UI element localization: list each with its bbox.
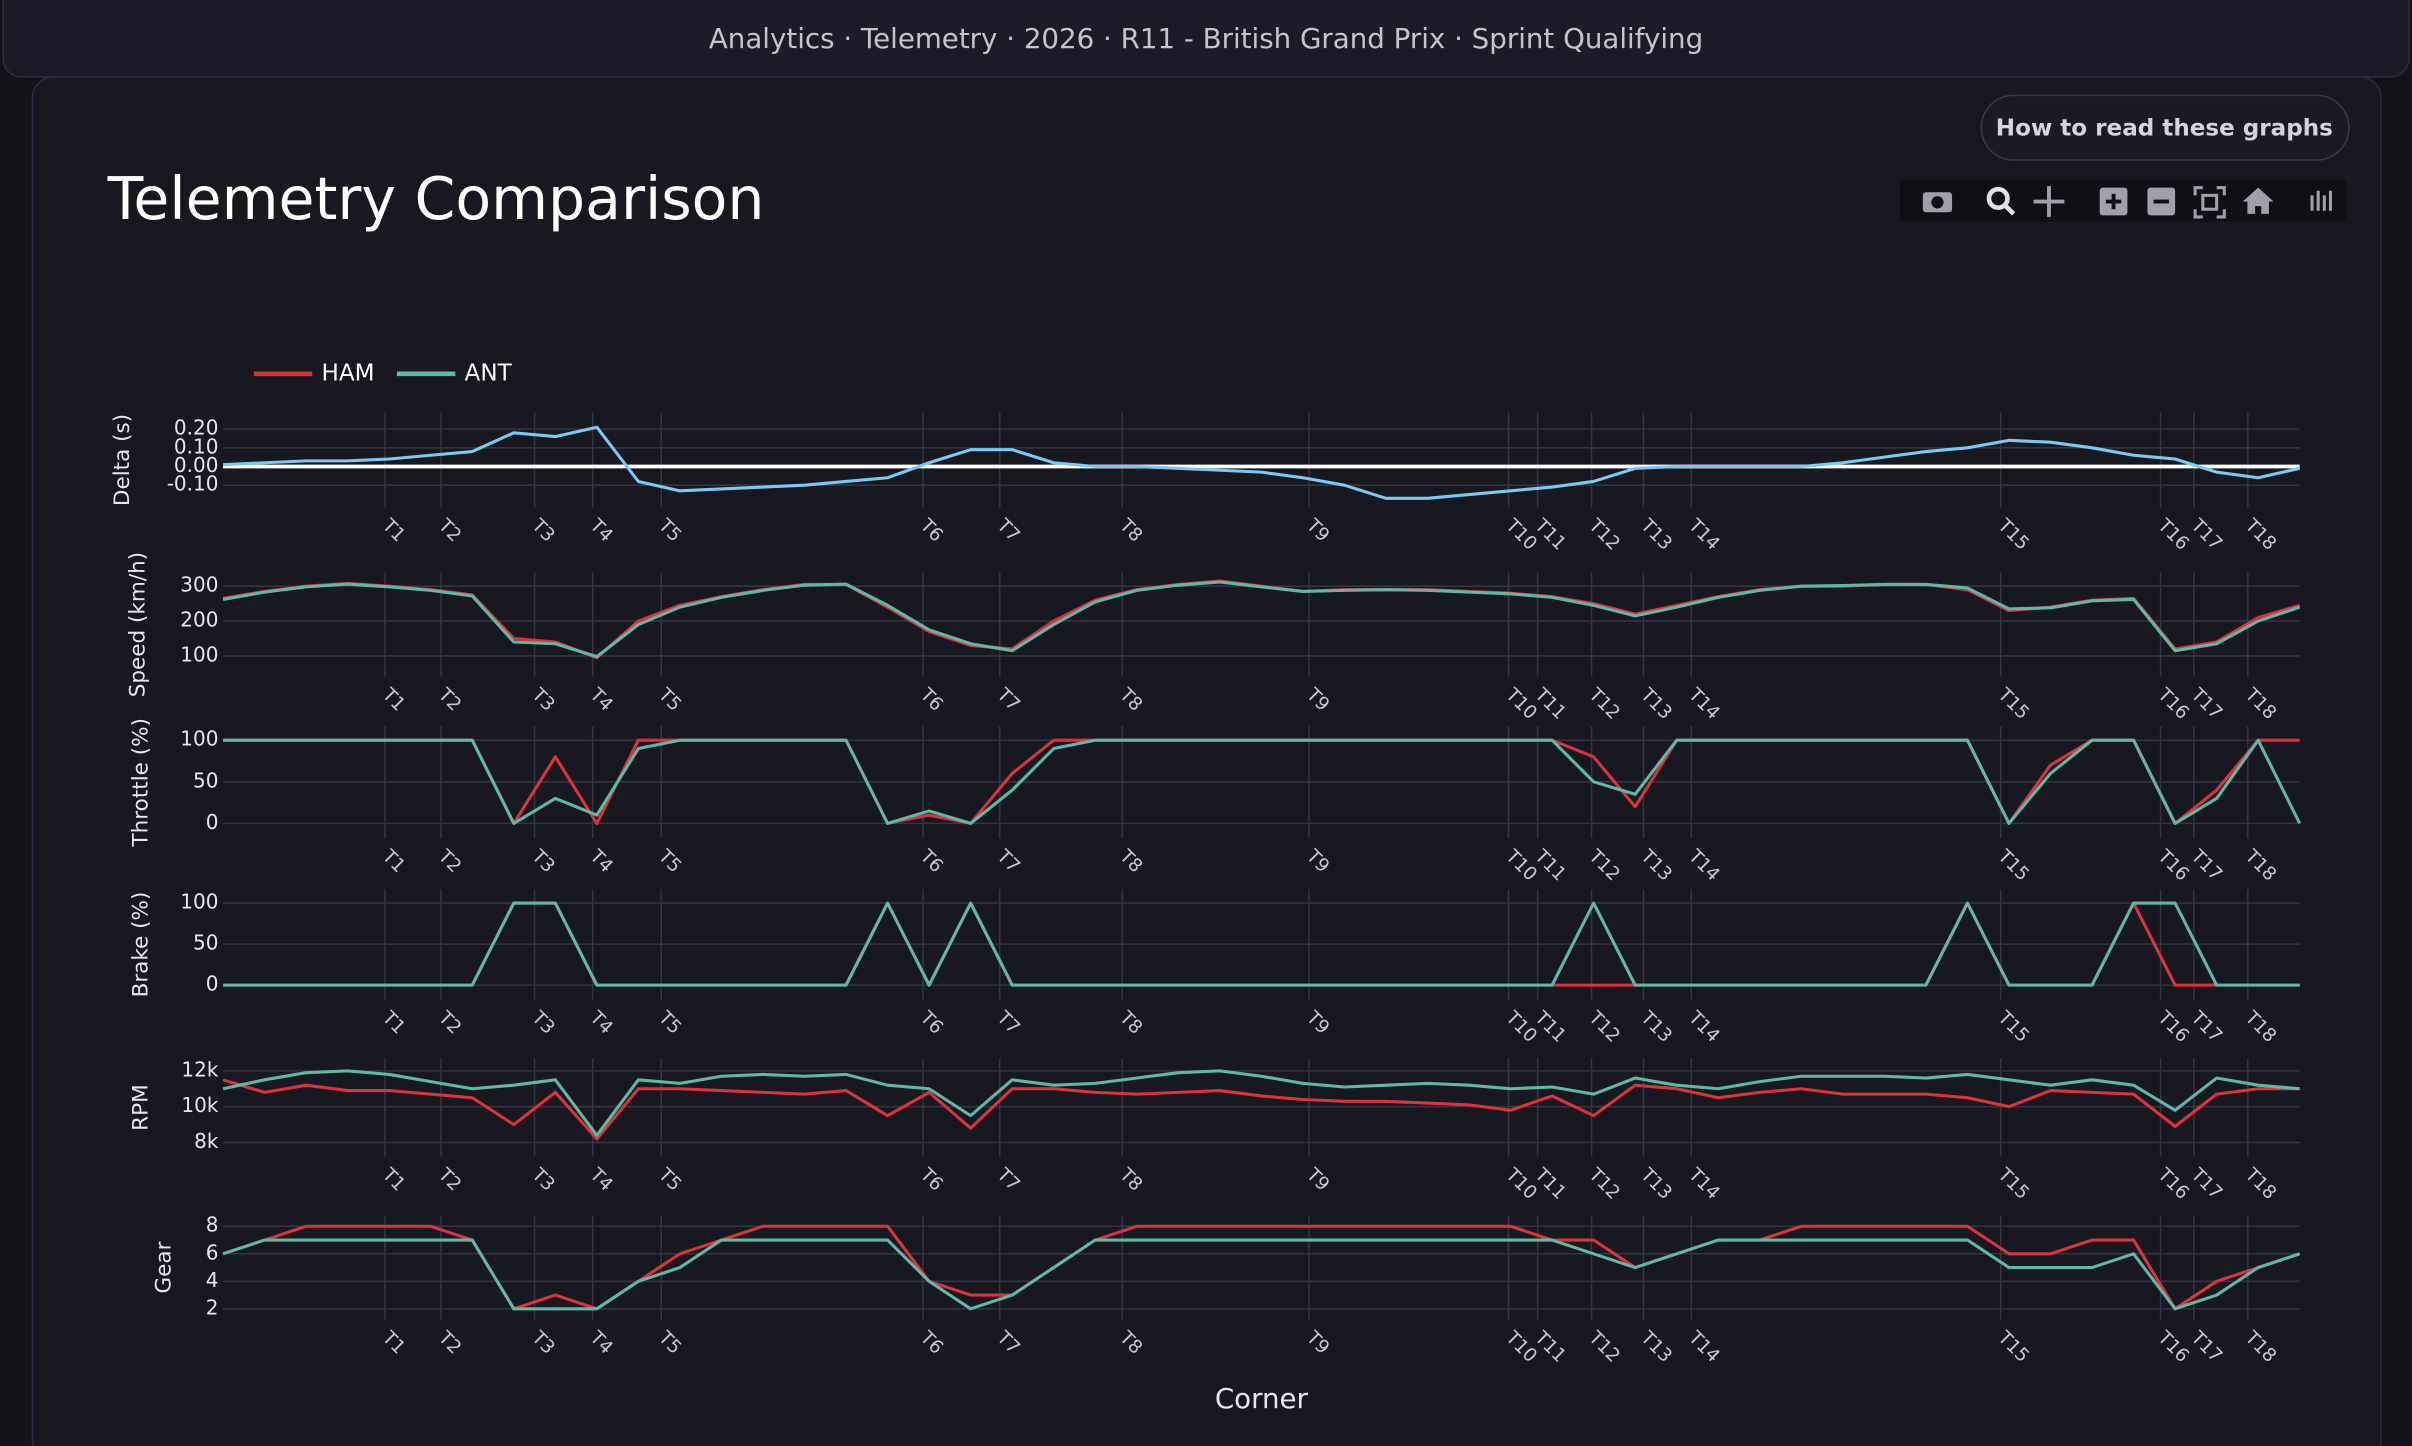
pan-icon[interactable] — [2033, 186, 2065, 217]
series-line — [222, 1078, 2300, 1141]
legend-label[interactable]: HAM — [321, 360, 374, 386]
breadcrumb: Analytics · Telemetry · 2026 · R11 - Bri… — [709, 22, 1703, 55]
series-line — [223, 901, 2300, 987]
help-button-label[interactable]: How to read these graphs — [1996, 116, 2333, 142]
y-axis-title: RPM — [129, 1084, 154, 1131]
series-line — [222, 580, 2301, 659]
y-tick-label: 0 — [206, 972, 219, 996]
y-tick-label: 200 — [180, 608, 218, 632]
zoom-icon[interactable] — [1986, 186, 2016, 216]
zoom-out-icon[interactable] — [2147, 187, 2176, 216]
y-axis-title: Throttle (%) — [129, 718, 154, 847]
y-tick-label: 2 — [206, 1295, 219, 1319]
y-tick-label: 100 — [180, 890, 218, 914]
y-tick-label: 0.10 — [174, 434, 219, 458]
legend: HAM ANT — [253, 360, 513, 386]
y-tick-label: 0.00 — [174, 453, 219, 477]
y-tick-label: 0 — [206, 810, 219, 834]
series-line — [222, 1224, 2301, 1311]
y-tick-label: 8k — [194, 1129, 219, 1153]
series-line — [222, 425, 2301, 500]
y-axis-title: Delta (s) — [110, 414, 135, 506]
y-tick-label: 4 — [206, 1268, 219, 1292]
y-axis-title: Speed (km/h) — [125, 552, 150, 697]
toolbar — [1899, 179, 2346, 222]
y-tick-label: 300 — [180, 573, 218, 597]
legend-label[interactable]: ANT — [465, 360, 513, 386]
help-button[interactable] — [1980, 94, 2350, 161]
series-line — [223, 738, 2302, 825]
y-tick-label: 8 — [206, 1213, 219, 1237]
camera-icon[interactable] — [1922, 192, 1953, 213]
y-tick-label: 100 — [180, 727, 218, 751]
y-tick-label: 50 — [193, 931, 218, 955]
reset-icon[interactable] — [2242, 187, 2274, 214]
y-tick-label: 100 — [180, 642, 218, 666]
zoom-in-icon[interactable] — [2099, 187, 2128, 216]
y-tick-label: -0.10 — [167, 472, 219, 496]
series-line — [222, 1069, 2300, 1137]
y-tick-label: 6 — [206, 1240, 219, 1264]
series-line — [222, 1238, 2301, 1311]
y-axis-title: Gear — [152, 1241, 177, 1293]
autoscale-icon[interactable] — [2193, 186, 2226, 219]
x-axis-title: Corner — [1215, 1382, 1309, 1415]
chart-title: Telemetry Comparison — [107, 165, 765, 233]
y-tick-label: 0.20 — [174, 416, 219, 440]
y-tick-label: 12k — [181, 1057, 218, 1081]
y-tick-label: 10k — [181, 1093, 218, 1117]
plotly-logo[interactable] — [2310, 190, 2333, 211]
y-axis-title: Brake (%) — [129, 892, 154, 998]
y-tick-label: 50 — [193, 768, 218, 792]
